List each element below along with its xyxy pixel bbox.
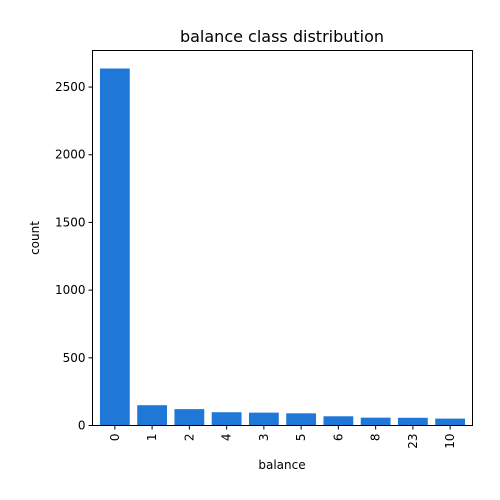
x-tick-label: 10 (443, 434, 457, 449)
y-axis-ticks: 0 500 1000 1500 2000 2500 (55, 80, 93, 433)
x-tick-label: 8 (369, 434, 383, 442)
bar-10 (435, 418, 466, 426)
bar-1 (137, 405, 168, 426)
x-tick-label: 3 (257, 434, 271, 442)
y-tick-label: 1000 (55, 283, 86, 297)
x-tick-label: 2 (182, 434, 196, 442)
y-tick-label: 0 (78, 419, 86, 433)
x-tick-label: 1 (145, 434, 159, 442)
bar-23 (397, 417, 428, 426)
x-axis-ticks: 0 1 2 4 3 5 6 8 23 10 (108, 425, 457, 449)
y-tick-label: 1500 (55, 215, 86, 229)
bar-8 (360, 417, 391, 426)
x-tick-label: 4 (220, 434, 234, 442)
plot-frame (92, 50, 473, 426)
bar-0 (99, 68, 130, 426)
bar-3 (248, 412, 279, 426)
y-tick-label: 500 (63, 351, 86, 365)
y-axis-label: count (28, 221, 42, 255)
bar-2 (174, 409, 205, 426)
y-tick-label: 2000 (55, 148, 86, 162)
chart-title: balance class distribution (180, 27, 384, 46)
bars-group (99, 68, 466, 426)
bar-6 (323, 416, 354, 426)
y-tick-label: 2500 (55, 80, 86, 94)
x-tick-label: 5 (294, 434, 308, 442)
x-axis-label: balance (258, 458, 305, 472)
bar-5 (286, 413, 317, 426)
bar-4 (211, 412, 242, 426)
x-tick-label: 0 (108, 434, 122, 442)
x-tick-label: 6 (331, 434, 345, 442)
x-tick-label: 23 (406, 434, 420, 449)
